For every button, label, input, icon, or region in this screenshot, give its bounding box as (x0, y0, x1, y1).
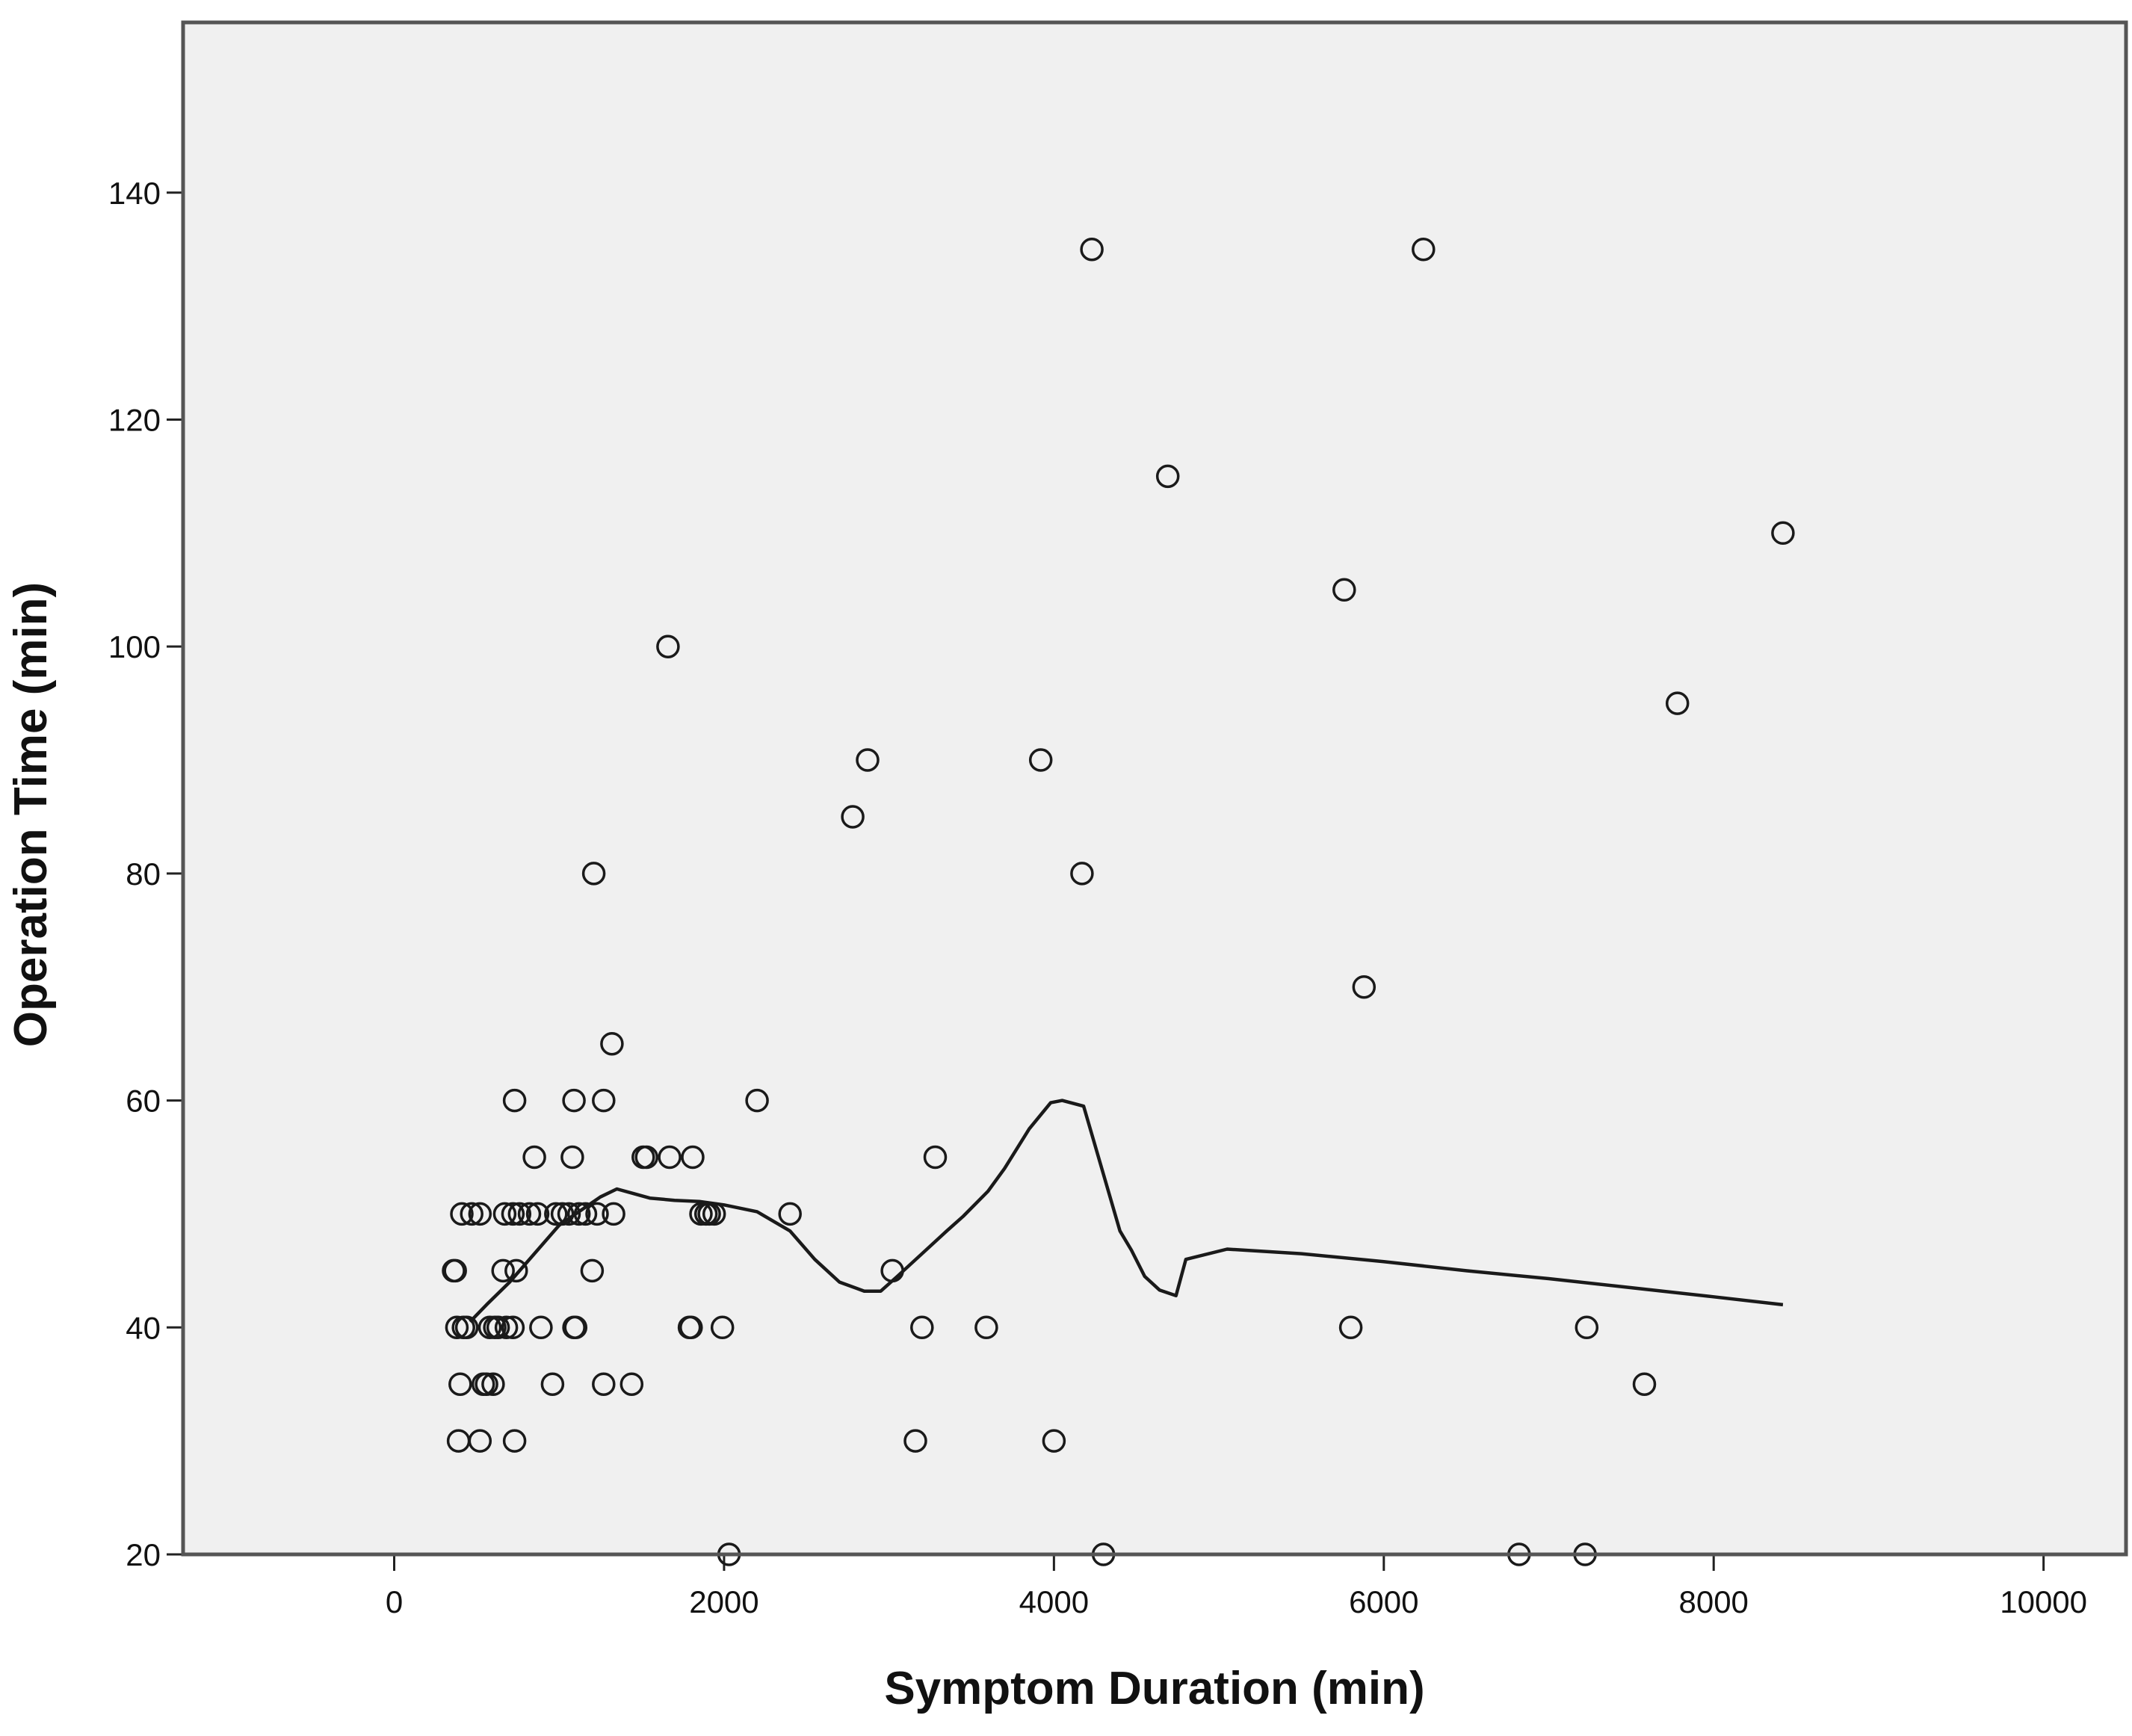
data-point (1771, 521, 1795, 546)
y-axis: 20 40 60 80 100 120 140 (108, 176, 183, 1572)
x-tick-label: 10000 (2000, 1584, 2087, 1619)
data-point (525, 1202, 550, 1226)
x-tick-label: 2000 (689, 1584, 758, 1619)
x-tick-label: 8000 (1678, 1584, 1748, 1619)
data-point (681, 1145, 705, 1170)
data-point (974, 1315, 998, 1340)
data-point (460, 1202, 483, 1226)
data-point (557, 1202, 581, 1226)
data-point (445, 1315, 469, 1340)
y-tick-label: 120 (108, 402, 161, 437)
data-point (880, 1258, 904, 1283)
data-point (778, 1202, 802, 1226)
data-point (566, 1202, 591, 1226)
y-tick-label: 100 (108, 629, 161, 664)
data-point (501, 1202, 525, 1226)
data-point (562, 1088, 586, 1113)
data-point (494, 1315, 519, 1340)
data-point (517, 1202, 542, 1226)
data-point (710, 1315, 735, 1340)
data-point (585, 1202, 609, 1226)
data-point (600, 1031, 624, 1056)
data-point (550, 1202, 575, 1226)
data-point (486, 1315, 510, 1340)
data-point (702, 1202, 726, 1226)
data-point (544, 1202, 568, 1226)
data-point (923, 1145, 948, 1170)
data-point (443, 1258, 467, 1283)
data-point (1028, 748, 1053, 772)
data-point (540, 1372, 565, 1396)
x-tick-label: 6000 (1349, 1584, 1418, 1619)
data-point (592, 1088, 616, 1113)
plot-area (183, 22, 2126, 1554)
data-point (468, 1202, 492, 1226)
data-point (491, 1258, 515, 1283)
y-tick-label: 80 (126, 856, 161, 892)
data-point (1338, 1315, 1363, 1340)
data-point (581, 862, 606, 886)
data-point (602, 1202, 625, 1226)
data-point (507, 1202, 532, 1226)
data-points (442, 237, 1795, 1566)
data-point (745, 1088, 769, 1113)
data-point (563, 1315, 588, 1340)
data-point (481, 1372, 505, 1396)
plot-frame (181, 20, 2128, 1557)
y-tick-label: 140 (108, 176, 161, 211)
data-point (592, 1372, 616, 1396)
data-point (1575, 1315, 1599, 1340)
y-tick-label: 40 (126, 1310, 161, 1345)
loess-fit-line (469, 1099, 1784, 1323)
data-point (658, 1145, 682, 1170)
data-point (504, 1258, 528, 1283)
data-point (903, 1429, 927, 1453)
data-point (910, 1315, 934, 1340)
data-point (1070, 862, 1094, 886)
data-point (841, 805, 865, 829)
data-point (529, 1315, 553, 1340)
data-point (856, 748, 880, 772)
data-point (656, 634, 680, 658)
data-point (1155, 464, 1180, 489)
x-axis-title: Symptom Duration (min) (884, 1663, 1424, 1714)
data-point (522, 1145, 546, 1170)
data-point (573, 1202, 598, 1226)
data-point (454, 1315, 479, 1340)
data-point (448, 1372, 472, 1396)
data-point (475, 1372, 498, 1396)
data-point (634, 1145, 658, 1170)
data-point (502, 1429, 527, 1453)
data-point (679, 1315, 703, 1340)
data-point (1352, 974, 1376, 999)
data-point (502, 1088, 527, 1113)
x-axis: 0 2000 4000 6000 8000 10000 (386, 1554, 2087, 1619)
data-point (501, 1315, 525, 1340)
data-point (619, 1372, 644, 1396)
data-point (492, 1202, 517, 1226)
y-axis-title: Operation Time (min) (5, 582, 57, 1047)
y-tick-label: 60 (126, 1084, 161, 1119)
data-point (560, 1145, 584, 1170)
x-tick-label: 0 (386, 1584, 403, 1619)
data-point (1412, 237, 1436, 262)
data-point (450, 1202, 474, 1226)
y-tick-label: 20 (126, 1537, 161, 1572)
data-point (580, 1258, 605, 1283)
data-point (468, 1429, 492, 1453)
data-point (1332, 578, 1356, 602)
data-point (1042, 1429, 1066, 1453)
data-point (1632, 1372, 1657, 1396)
data-point (1080, 237, 1104, 262)
data-point (1665, 691, 1690, 715)
x-tick-label: 4000 (1019, 1584, 1089, 1619)
